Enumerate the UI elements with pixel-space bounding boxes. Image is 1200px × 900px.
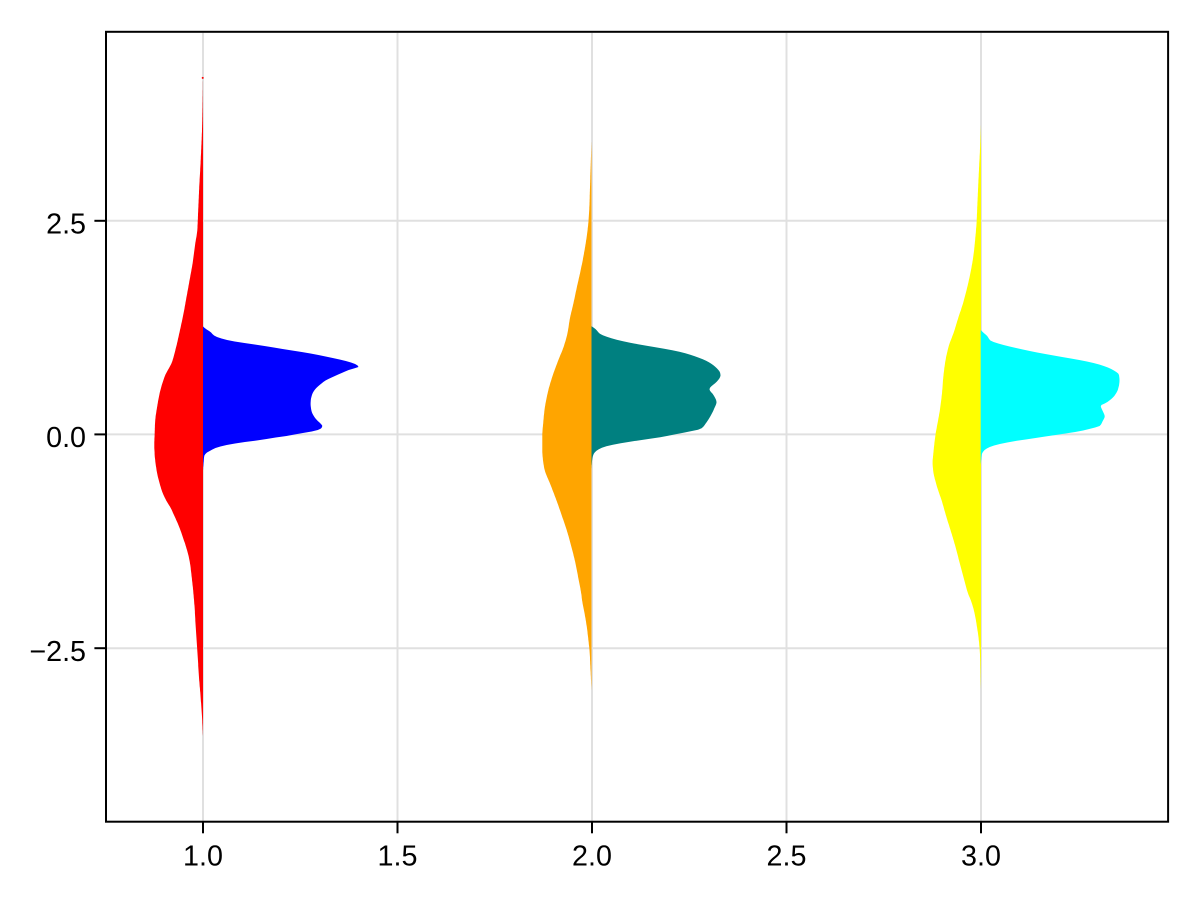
svg-text:2.5: 2.5	[46, 209, 86, 241]
svg-text:2.5: 2.5	[767, 840, 807, 872]
svg-text:−2.5: −2.5	[29, 636, 86, 668]
svg-text:3.0: 3.0	[961, 840, 1001, 872]
svg-text:1.0: 1.0	[183, 840, 223, 872]
svg-text:0.0: 0.0	[46, 422, 86, 454]
svg-text:2.0: 2.0	[572, 840, 612, 872]
svg-text:1.5: 1.5	[378, 840, 418, 872]
